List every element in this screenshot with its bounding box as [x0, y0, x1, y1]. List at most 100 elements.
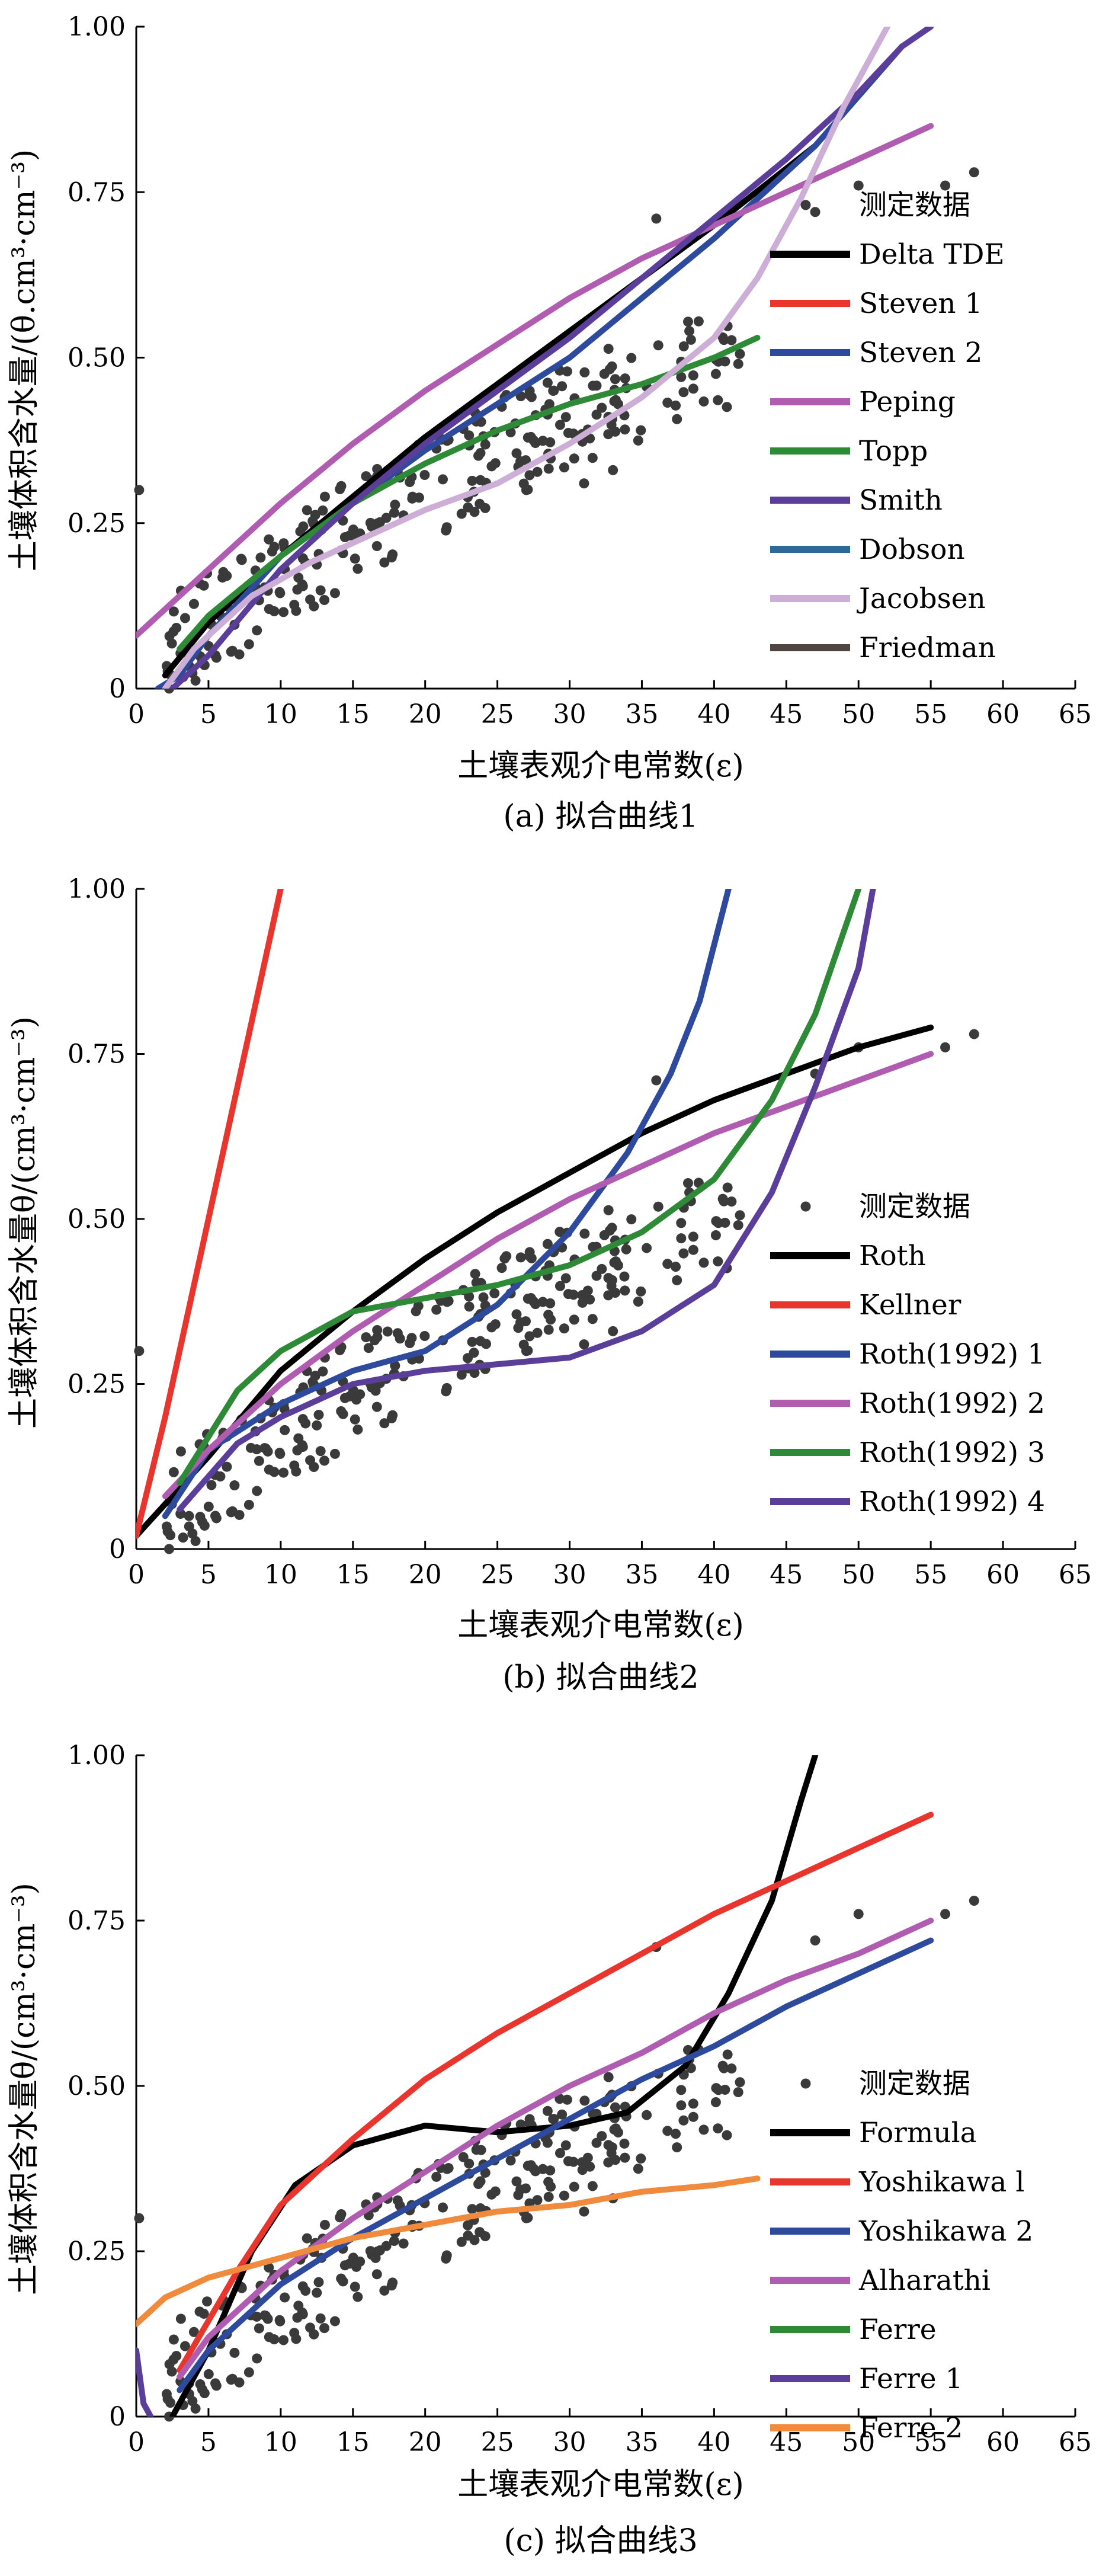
- legend-label-scatter: 测定数据: [859, 1191, 970, 1223]
- scatter-point: [642, 2110, 652, 2120]
- scatter-point: [688, 2098, 698, 2109]
- series-line-roth-1992-1: [162, 889, 732, 1519]
- x-tick-label: 0: [128, 2427, 145, 2457]
- x-tick-label: 65: [1059, 1560, 1092, 1590]
- scatter-point: [713, 1256, 723, 1267]
- scatter-point: [344, 2258, 355, 2269]
- scatter-point: [579, 367, 590, 377]
- scatter-point: [610, 2155, 621, 2165]
- scatter-point: [456, 2236, 467, 2247]
- scatter-point: [165, 1530, 176, 1541]
- scatter-point: [719, 335, 729, 345]
- legend-label: Delta TDE: [859, 238, 1005, 271]
- scatter-point: [733, 1220, 743, 1231]
- scatter-point: [698, 396, 709, 407]
- legend-label: Ferre: [859, 2313, 937, 2346]
- scatter-point: [633, 435, 643, 446]
- x-tick-label: 10: [264, 1560, 297, 1590]
- scatter-point: [210, 2378, 220, 2389]
- scatter-point: [569, 453, 579, 464]
- scatter-point: [386, 552, 397, 563]
- series-line-roth-1992-2: [162, 1051, 934, 1499]
- scatter-point: [318, 505, 328, 516]
- scatter-point: [372, 1325, 383, 1336]
- scatter-point: [562, 366, 572, 377]
- scatter-point: [438, 2202, 448, 2213]
- x-tick-label: 15: [336, 2427, 370, 2457]
- scatter-point: [543, 1324, 554, 1335]
- scatter-point: [352, 564, 363, 574]
- scatter-point: [560, 2140, 571, 2151]
- scatter-point: [278, 538, 289, 549]
- scatter-point: [969, 1896, 979, 1906]
- scatter-point: [382, 1326, 393, 1337]
- scatter-point: [603, 2072, 614, 2082]
- scatter-point: [467, 2204, 477, 2215]
- legend-label: Friedman: [859, 632, 996, 664]
- scatter-point: [350, 553, 360, 564]
- scatter-point: [626, 353, 637, 363]
- scatter-point: [226, 647, 236, 657]
- scatter-point: [672, 2142, 682, 2153]
- series-line-alharathi: [177, 1918, 934, 2380]
- scatter-point: [530, 2166, 541, 2177]
- scatter-point: [543, 463, 554, 474]
- legend-label: Roth(1992) 4: [859, 1486, 1045, 1518]
- scatter-point: [585, 1294, 595, 1305]
- scatter-point: [370, 2252, 381, 2263]
- scatter-point: [591, 380, 602, 391]
- scatter-point: [243, 639, 254, 649]
- scatter-point: [229, 1480, 240, 1491]
- scatter-point: [254, 2323, 264, 2334]
- scatter-point: [530, 438, 541, 449]
- scatter-point: [532, 2195, 543, 2206]
- scatter-point: [313, 2277, 324, 2287]
- scatter-point: [642, 1243, 652, 1253]
- plot-area-b: 0 5 10 15 20 25 30 35 40 45 50 55 60 65 0 0.25 0.50 0.75 1…: [68, 874, 1092, 1590]
- y-tick-label: 1.00: [68, 12, 126, 42]
- x-tick-label: 50: [842, 2427, 875, 2457]
- scatter-point: [619, 1271, 630, 1282]
- scatter-point: [389, 2235, 399, 2246]
- scatter-point: [184, 1511, 194, 1521]
- x-tick-label: 30: [553, 1560, 586, 1590]
- scatter-point: [274, 587, 285, 597]
- scatter-point: [365, 517, 376, 528]
- x-axis-title-b: 土壤表观介电常数(ε): [457, 1608, 744, 1643]
- scatter-point: [489, 1288, 500, 1298]
- legend-label: Topp: [859, 435, 928, 468]
- scatter-point: [161, 2389, 172, 2399]
- scatter-point: [319, 1455, 330, 1466]
- x-tick-label: 0: [128, 1560, 145, 1590]
- scatter-point: [662, 1259, 673, 1269]
- scatter-point: [678, 387, 689, 398]
- scatter-point: [180, 613, 190, 623]
- scatter-point: [292, 2312, 303, 2323]
- scatter-point: [810, 1935, 820, 1945]
- scatter-point: [620, 424, 630, 435]
- panel-caption-b: (b) 拟合曲线2: [502, 1660, 698, 1695]
- x-tick-label: 60: [986, 699, 1020, 729]
- scatter-point: [226, 1507, 236, 1518]
- series-line-kellner: [136, 889, 284, 1539]
- y-axis-title-b: 土壤体积含水量θ/(cm³·cm⁻³): [7, 1016, 42, 1429]
- scatter-point: [620, 373, 630, 384]
- scatter-point: [363, 1343, 374, 1353]
- scatter-point: [542, 377, 553, 388]
- legend-label: Yoshikawa 2: [858, 2215, 1033, 2248]
- x-tick-label: 5: [200, 1560, 217, 1590]
- scatter-point: [329, 588, 340, 599]
- scatter-point: [175, 1446, 186, 1457]
- scatter-point: [676, 2100, 687, 2111]
- scatter-point: [607, 1223, 617, 1233]
- y-tick-label: 0.50: [68, 1204, 126, 1234]
- series-line-yoshikawa-l: [177, 1812, 934, 2373]
- y-axis-title-a: 土壤体积含水量/(θ.cm³·cm⁻³): [7, 149, 42, 571]
- scatter-point: [969, 167, 979, 178]
- y-tick-label: 0: [109, 2402, 126, 2432]
- scatter-point: [134, 485, 145, 495]
- y-tick-label: 0.75: [68, 1906, 126, 1936]
- x-tick-label: 30: [553, 2427, 586, 2457]
- scatter-point: [274, 2315, 285, 2325]
- scatter-point: [513, 1323, 524, 1333]
